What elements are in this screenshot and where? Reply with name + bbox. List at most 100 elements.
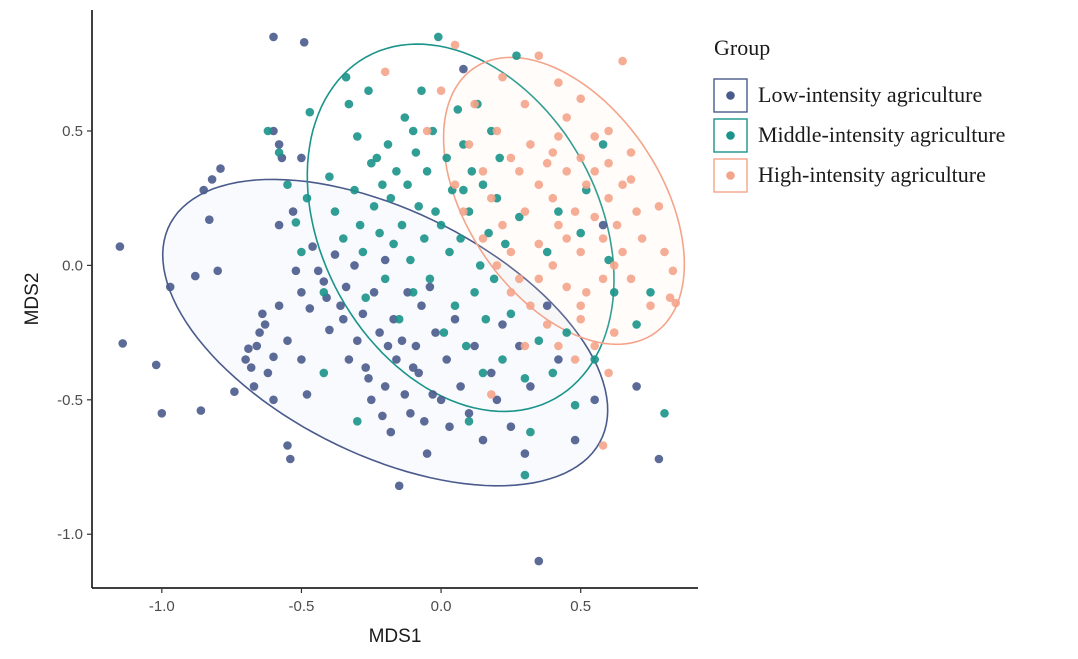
- point-high-intensity: [618, 247, 627, 257]
- point-low-intensity: [302, 390, 312, 399]
- point-low-intensity: [274, 140, 284, 149]
- point-low-intensity: [230, 387, 239, 397]
- point-low-intensity: [291, 266, 301, 276]
- point-middle-intensity: [369, 202, 379, 211]
- legend-label: High-intensity agriculture: [758, 162, 986, 187]
- point-middle-intensity: [598, 140, 608, 149]
- point-high-intensity: [506, 153, 516, 163]
- point-high-intensity: [534, 51, 544, 60]
- point-middle-intensity: [383, 140, 393, 149]
- point-low-intensity: [286, 454, 295, 464]
- point-low-intensity: [165, 282, 175, 292]
- point-low-intensity: [506, 422, 516, 432]
- point-low-intensity: [358, 309, 368, 319]
- point-high-intensity: [450, 180, 460, 189]
- point-middle-intensity: [400, 113, 410, 122]
- point-low-intensity: [157, 409, 167, 418]
- point-middle-intensity: [478, 368, 488, 378]
- point-low-intensity: [526, 382, 535, 391]
- x-tick-label: 0.0: [431, 598, 452, 615]
- point-middle-intensity: [464, 417, 474, 426]
- point-high-intensity: [526, 140, 535, 149]
- point-high-intensity: [498, 72, 507, 82]
- point-low-intensity: [364, 374, 373, 383]
- point-high-intensity: [582, 288, 591, 297]
- point-middle-intensity: [364, 86, 373, 95]
- point-high-intensity: [598, 274, 608, 284]
- point-middle-intensity: [436, 220, 446, 230]
- point-middle-intensity: [355, 220, 365, 230]
- point-middle-intensity: [408, 288, 418, 297]
- point-high-intensity: [542, 158, 552, 168]
- point-low-intensity: [244, 344, 253, 354]
- point-low-intensity: [367, 395, 376, 405]
- point-low-intensity: [498, 320, 507, 329]
- point-low-intensity: [436, 395, 446, 405]
- legend-title: Group: [714, 35, 770, 60]
- point-high-intensity: [576, 94, 585, 103]
- x-tick-label: -0.5: [289, 598, 315, 615]
- point-high-intensity: [590, 132, 599, 141]
- point-low-intensity: [375, 328, 384, 337]
- point-low-intensity: [378, 411, 387, 421]
- point-middle-intensity: [646, 288, 655, 297]
- point-high-intensity: [576, 247, 585, 257]
- point-high-intensity: [609, 328, 619, 337]
- point-high-intensity: [554, 132, 563, 141]
- point-middle-intensity: [604, 255, 613, 265]
- point-high-intensity: [380, 67, 390, 77]
- point-middle-intensity: [367, 158, 376, 168]
- point-high-intensity: [554, 220, 563, 230]
- point-middle-intensity: [358, 247, 368, 257]
- point-high-intensity: [515, 274, 524, 284]
- point-high-intensity: [506, 247, 516, 257]
- point-high-intensity: [562, 282, 571, 292]
- point-middle-intensity: [478, 180, 488, 189]
- legend-marker: [726, 131, 735, 140]
- point-low-intensity: [420, 417, 429, 426]
- point-low-intensity: [269, 352, 278, 362]
- point-high-intensity: [582, 180, 591, 189]
- point-middle-intensity: [498, 355, 507, 364]
- point-high-intensity: [542, 320, 552, 329]
- point-low-intensity: [299, 38, 309, 47]
- point-middle-intensity: [439, 328, 449, 337]
- point-middle-intensity: [542, 247, 552, 257]
- point-low-intensity: [216, 164, 225, 173]
- legend-swatch: [713, 118, 748, 153]
- point-high-intensity: [520, 99, 530, 109]
- point-low-intensity: [297, 153, 306, 163]
- point-middle-intensity: [632, 320, 641, 329]
- point-middle-intensity: [475, 261, 485, 270]
- point-high-intensity: [470, 99, 479, 109]
- point-middle-intensity: [554, 207, 563, 216]
- point-high-intensity: [554, 78, 563, 87]
- point-low-intensity: [288, 207, 298, 216]
- point-low-intensity: [425, 282, 435, 292]
- point-low-intensity: [397, 336, 407, 346]
- legend: Group Low-intensity agriculture Middle-in…: [713, 35, 1005, 193]
- x-axis-title: MDS1: [369, 626, 422, 647]
- point-low-intensity: [492, 395, 502, 405]
- point-high-intensity: [626, 274, 636, 284]
- point-low-intensity: [464, 409, 474, 418]
- point-low-intensity: [478, 435, 488, 445]
- point-middle-intensity: [520, 374, 530, 383]
- point-middle-intensity: [319, 368, 329, 378]
- point-high-intensity: [570, 207, 580, 216]
- y-axis-title: MDS2: [22, 273, 43, 326]
- point-high-intensity: [660, 247, 669, 257]
- point-low-intensity: [394, 481, 404, 491]
- point-middle-intensity: [420, 234, 429, 243]
- x-tick-label: -1.0: [149, 598, 175, 615]
- point-low-intensity: [353, 336, 362, 346]
- point-low-intensity: [246, 363, 256, 372]
- axes: -1.0 -0.5 0.0 0.5 0.5 0.0 -0.5 -1.0 MDS1 MDS2: [22, 10, 698, 647]
- point-middle-intensity: [453, 105, 463, 114]
- point-low-intensity: [297, 288, 306, 297]
- y-tick-label: 0.5: [62, 123, 83, 140]
- point-low-intensity: [411, 341, 421, 351]
- point-high-intensity: [478, 234, 488, 243]
- point-high-intensity: [534, 274, 544, 284]
- point-middle-intensity: [350, 185, 359, 195]
